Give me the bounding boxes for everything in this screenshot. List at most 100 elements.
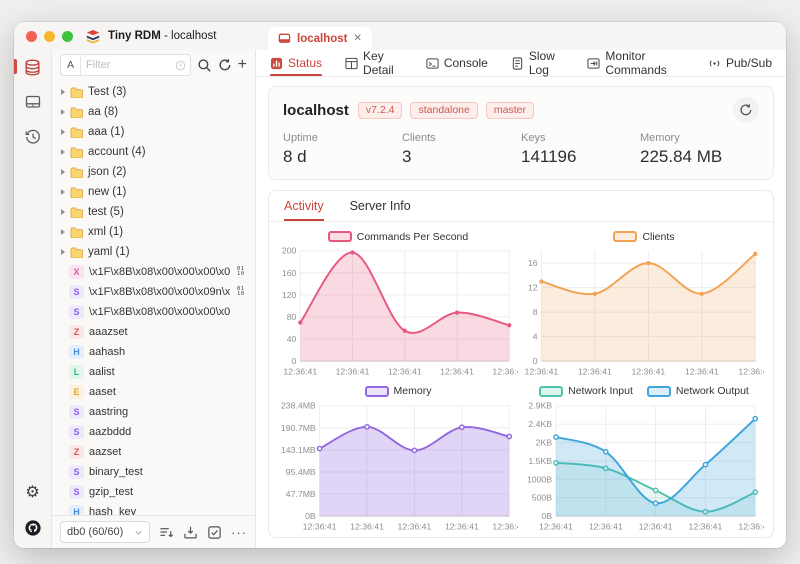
svg-text:12:36:41: 12:36:41 (283, 367, 317, 377)
tree-key[interactable]: S \x1F\x8B\x08\x00\x00\x00\x00\x0... (52, 302, 255, 322)
legend-label: Memory (393, 385, 432, 398)
nav-tab-status[interactable]: Status (270, 50, 323, 76)
svg-text:0: 0 (292, 356, 297, 366)
tab-label: localhost (297, 32, 348, 45)
server-status-card: localhost v7.2.4 standalone master Uptime 8… (268, 86, 774, 180)
tree-folder[interactable]: aa (8) (52, 102, 255, 122)
filter-input-group: A (60, 54, 191, 76)
legend-item[interactable]: Commands Per Second (327, 230, 469, 243)
svg-text:12:36:41: 12:36:41 (303, 521, 337, 531)
key-type-badge: H (69, 505, 84, 515)
history-icon[interactable] (23, 127, 43, 147)
key-name: aaazset (89, 326, 128, 338)
settings-gear-icon[interactable]: ⚙ (25, 484, 40, 501)
svg-text:12:36:41: 12:36:41 (738, 367, 764, 377)
chart-commands-per-second: 0 40 80 120 160 200 12:36:41 12:36:41 12:36:41 12… (282, 246, 518, 377)
folder-label: Test (3) (88, 86, 127, 98)
tree-folder[interactable]: account (4) (52, 142, 255, 162)
nav-tab-slow-log[interactable]: Slow Log (511, 49, 565, 77)
server-name: localhost (283, 101, 349, 119)
tree-folder[interactable]: yaml (1) (52, 242, 255, 262)
nav-tab-pub-sub[interactable]: Pub/Sub (708, 50, 772, 76)
status-icon (270, 57, 283, 70)
svg-text:12:36:41: 12:36:41 (685, 367, 719, 377)
chevron-down-icon (135, 530, 142, 535)
key-tree: Test (3) aa (8) aaa (1) account (4) json (2)… (52, 80, 255, 515)
binary-icon: 01 10 (237, 286, 245, 297)
database-icon[interactable] (23, 57, 43, 77)
github-icon[interactable] (23, 518, 43, 538)
stat-value: 8 d (283, 147, 307, 166)
tree-folder[interactable]: Test (3) (52, 82, 255, 102)
svg-text:12:36:41: 12:36:41 (589, 521, 623, 531)
close-window-button[interactable] (26, 30, 37, 42)
key-name: aalist (89, 366, 115, 378)
server-monitor-icon[interactable] (23, 92, 43, 112)
sort-list-icon[interactable] (159, 525, 174, 540)
key-name: binary_test (89, 466, 143, 478)
tree-folder[interactable]: xml (1) (52, 222, 255, 242)
tree-folder[interactable]: new (1) (52, 182, 255, 202)
tree-folder[interactable]: test (5) (52, 202, 255, 222)
legend-item[interactable]: Memory (364, 385, 432, 398)
filter-history-icon[interactable] (175, 60, 190, 71)
key-name: \x1F\x8B\x08\x00\x00\x00\x00\x0... (89, 306, 230, 318)
nav-tab-monitor-commands[interactable]: Monitor Commands (587, 49, 685, 77)
db-select[interactable]: db0 (60/60) (60, 521, 150, 543)
tab-activity[interactable]: Activity (284, 191, 324, 221)
tab-server-info[interactable]: Server Info (349, 199, 411, 213)
refresh-status-button[interactable] (733, 97, 759, 123)
key-type-badge: L (69, 365, 84, 379)
minimize-window-button[interactable] (44, 30, 55, 42)
tree-key[interactable]: S \x1F\x8B\x08\x00\x00\x09n\x8... 01 10 (52, 282, 255, 302)
svg-text:12:36:41: 12:36:41 (738, 521, 764, 531)
svg-text:12:36:41: 12:36:41 (492, 521, 518, 531)
search-icon[interactable] (197, 58, 212, 73)
folder-label: xml (1) (88, 226, 124, 238)
tab-localhost[interactable]: localhost ✕ (268, 27, 372, 50)
nav-tab-console[interactable]: Console (426, 50, 488, 76)
svg-text:12: 12 (528, 282, 538, 292)
key-type-badge: S (69, 405, 84, 419)
chart-cell-commands-per-second: Commands Per Second 0 40 80 120 160 200 12:36:4… (275, 226, 521, 381)
main-area: Status Key Detail Console Slow Log Monitor C… (256, 49, 786, 548)
refresh-icon[interactable] (218, 58, 232, 72)
legend-item[interactable]: Network Output (646, 385, 749, 397)
tree-folder[interactable]: aaa (1) (52, 122, 255, 142)
more-options-icon[interactable]: ··· (231, 524, 247, 540)
import-icon[interactable] (183, 525, 198, 540)
key-name: aaset (89, 386, 116, 398)
key-name: hash_key (89, 506, 137, 515)
checkbox-icon[interactable] (207, 525, 222, 540)
legend-item[interactable]: Network Input (539, 385, 633, 397)
caret-right-icon (61, 249, 65, 255)
svg-text:12:36:41: 12:36:41 (631, 367, 665, 377)
folder-label: new (1) (88, 186, 127, 198)
add-key-icon[interactable]: + (237, 56, 247, 73)
folder-label: json (2) (88, 166, 127, 178)
stat-label: Uptime (283, 132, 318, 144)
filter-input[interactable] (81, 59, 175, 71)
tree-folder[interactable]: json (2) (52, 162, 255, 182)
folder-label: aaa (1) (88, 126, 125, 138)
legend-label: Commands Per Second (356, 230, 469, 243)
tab-close-icon[interactable]: ✕ (353, 33, 362, 44)
tree-key[interactable]: X \x1F\x8B\x08\x00\x00\x00\x0... 01 10 (52, 262, 255, 282)
match-mode-button[interactable]: A (61, 55, 81, 75)
folder-icon (70, 147, 83, 158)
svg-text:143.1MB: 143.1MB (281, 444, 316, 454)
nav-tab-key-detail[interactable]: Key Detail (345, 49, 403, 77)
zoom-window-button[interactable] (62, 30, 73, 42)
key-name: aazset (89, 446, 122, 458)
legend-item[interactable]: Clients (613, 231, 675, 243)
